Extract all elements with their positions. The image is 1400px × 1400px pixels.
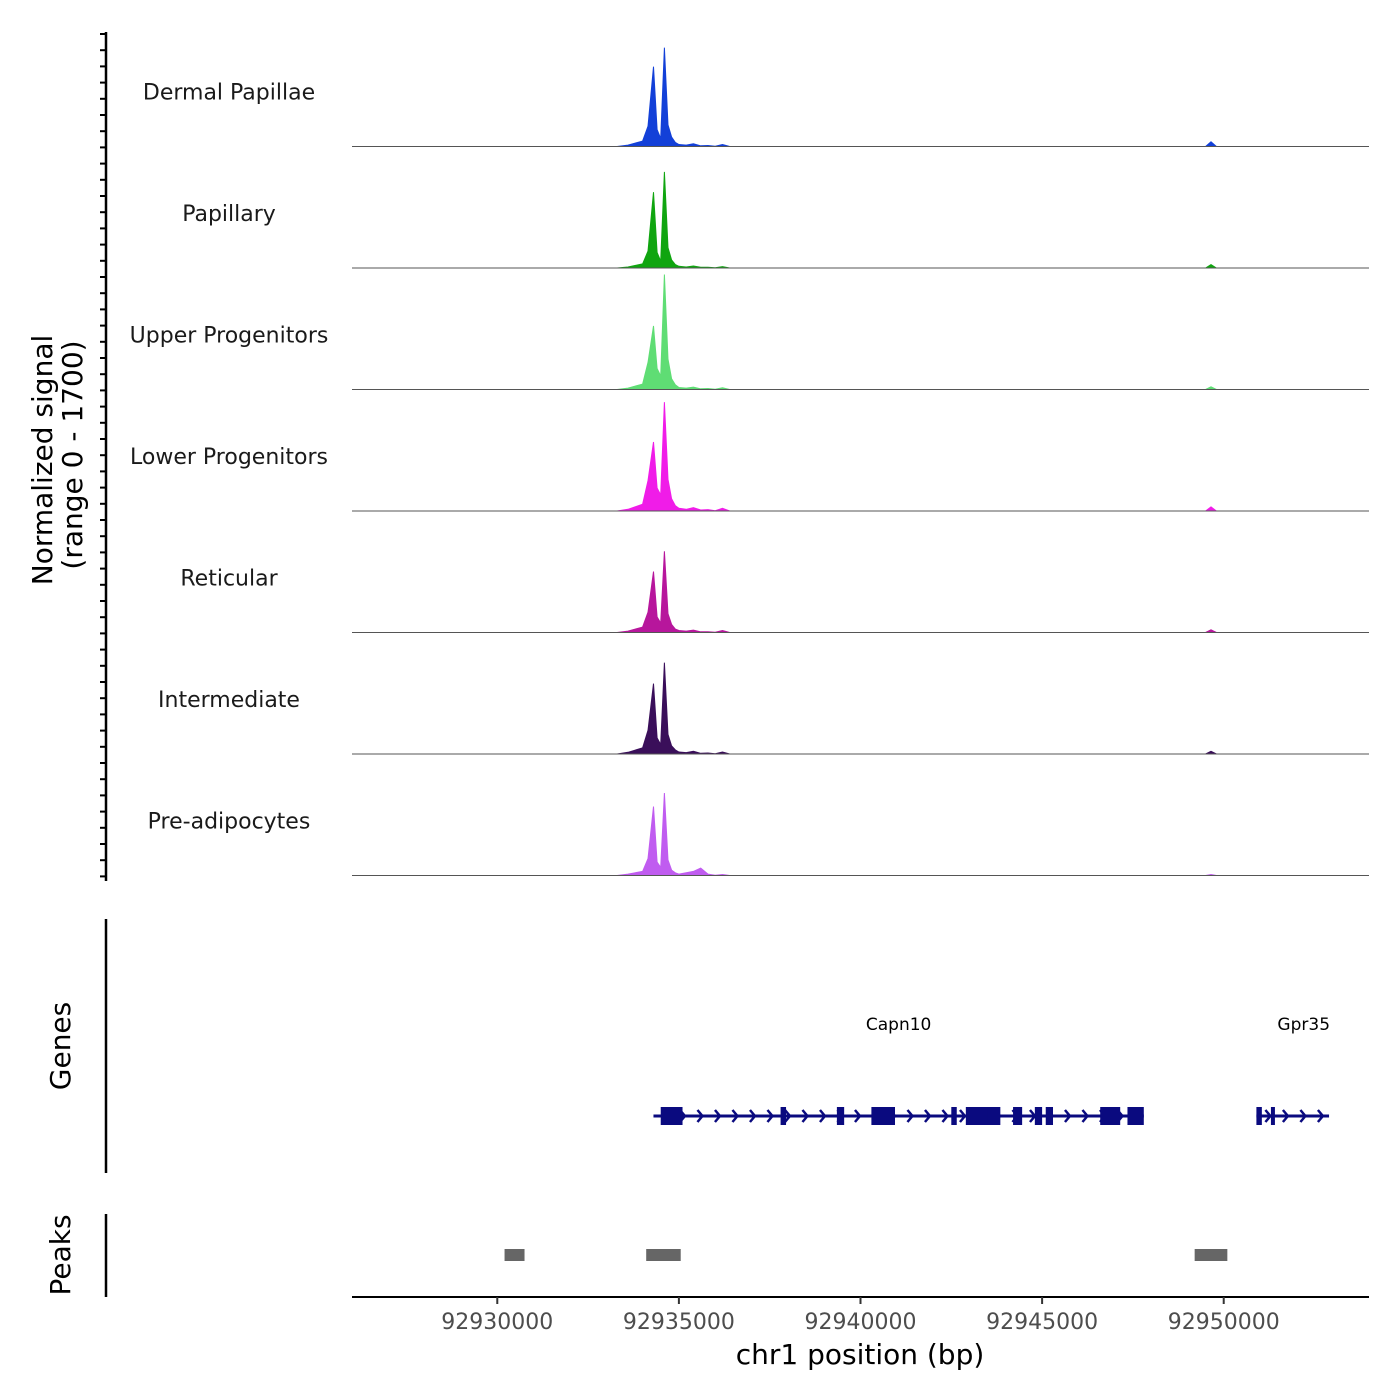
exon xyxy=(1127,1107,1144,1125)
peak-region xyxy=(504,1249,525,1261)
y-axis-range-label: (range 0 - 1700) xyxy=(56,340,89,569)
strand-arrow xyxy=(1299,1109,1308,1123)
strand-arrow xyxy=(766,1109,775,1123)
coverage-track: Lower Progenitors xyxy=(130,402,1369,512)
track-label: Intermediate xyxy=(158,688,300,713)
coverage-tracks: Dermal Papillae Papillary Upper Progenitor… xyxy=(130,47,1369,876)
strand-arrow xyxy=(1081,1109,1090,1123)
exon xyxy=(951,1107,957,1125)
track-label: Upper Progenitors xyxy=(130,324,329,349)
exon xyxy=(1034,1107,1043,1125)
strand-arrow xyxy=(941,1109,950,1123)
x-tick-label: 92930000 xyxy=(441,1310,553,1335)
coverage-track: Intermediate xyxy=(158,662,1369,755)
strand-arrow xyxy=(854,1109,862,1123)
x-axis-title: chr1 position (bp) xyxy=(736,1338,985,1371)
exon xyxy=(965,1107,992,1125)
peak-region xyxy=(1194,1249,1228,1261)
exon xyxy=(871,1107,896,1125)
x-axis-ticks: 92930000 92935000 92940000 92945000 92950000 xyxy=(441,1297,1280,1335)
strand-arrow xyxy=(819,1109,827,1123)
peak-regions xyxy=(504,1249,1228,1261)
coverage-area xyxy=(352,274,1369,390)
strand-arrow xyxy=(1064,1109,1072,1123)
exon xyxy=(1270,1107,1275,1125)
strand-arrow xyxy=(749,1109,757,1123)
coverage-area xyxy=(352,792,1369,876)
coverage-track: Pre-adipocytes xyxy=(148,792,1369,876)
strand-arrow xyxy=(731,1109,740,1123)
coverage-track: Upper Progenitors xyxy=(130,274,1369,390)
x-tick-label: 92935000 xyxy=(623,1310,735,1335)
gene-label: Gpr35 xyxy=(1277,1015,1330,1035)
coverage-area xyxy=(352,551,1369,633)
peak-region xyxy=(646,1249,681,1261)
coverage-area xyxy=(352,402,1369,512)
coverage-track: Dermal Papillae xyxy=(143,47,1369,147)
strand-arrow xyxy=(801,1109,810,1123)
exon xyxy=(660,1107,683,1125)
strand-arrow xyxy=(1264,1109,1273,1123)
gene-label: Capn10 xyxy=(866,1015,932,1035)
x-tick-label: 92940000 xyxy=(805,1310,917,1335)
coverage-track: Papillary xyxy=(182,171,1369,269)
coverage-track: Reticular xyxy=(180,551,1369,633)
exon xyxy=(1045,1107,1054,1125)
strand-arrow xyxy=(696,1109,705,1123)
x-tick-label: 92950000 xyxy=(1168,1310,1280,1335)
gene-models: Capn10 Gpr35 xyxy=(653,1015,1330,1125)
strand-arrow xyxy=(959,1109,967,1123)
coverage-area xyxy=(352,171,1369,269)
coverage-y-axis-ticks xyxy=(100,33,106,878)
strand-arrow xyxy=(1281,1109,1290,1123)
exon xyxy=(1100,1107,1121,1125)
gene-model: Capn10 xyxy=(653,1015,1144,1125)
exon xyxy=(1013,1107,1023,1125)
strand-arrow xyxy=(924,1109,932,1123)
track-label: Lower Progenitors xyxy=(130,445,328,470)
genes-panel-label: Genes xyxy=(44,1002,77,1090)
gene-model: Gpr35 xyxy=(1256,1015,1330,1125)
track-label: Reticular xyxy=(180,567,278,592)
coverage-area xyxy=(352,47,1369,147)
strand-arrow xyxy=(714,1109,722,1123)
coverage-area xyxy=(352,662,1369,755)
exon xyxy=(1256,1107,1262,1125)
y-axis-title: Normalized signal xyxy=(26,335,59,586)
strand-arrow xyxy=(1316,1109,1325,1123)
exon xyxy=(836,1107,845,1125)
strand-arrow xyxy=(784,1109,792,1123)
track-label: Pre-adipocytes xyxy=(148,810,311,835)
exon xyxy=(780,1107,787,1125)
strand-arrow xyxy=(906,1109,915,1123)
exon xyxy=(987,1107,1001,1125)
track-label: Dermal Papillae xyxy=(143,81,315,106)
track-label: Papillary xyxy=(182,202,276,227)
peaks-panel-label: Peaks xyxy=(44,1214,77,1295)
x-tick-label: 92945000 xyxy=(986,1310,1098,1335)
